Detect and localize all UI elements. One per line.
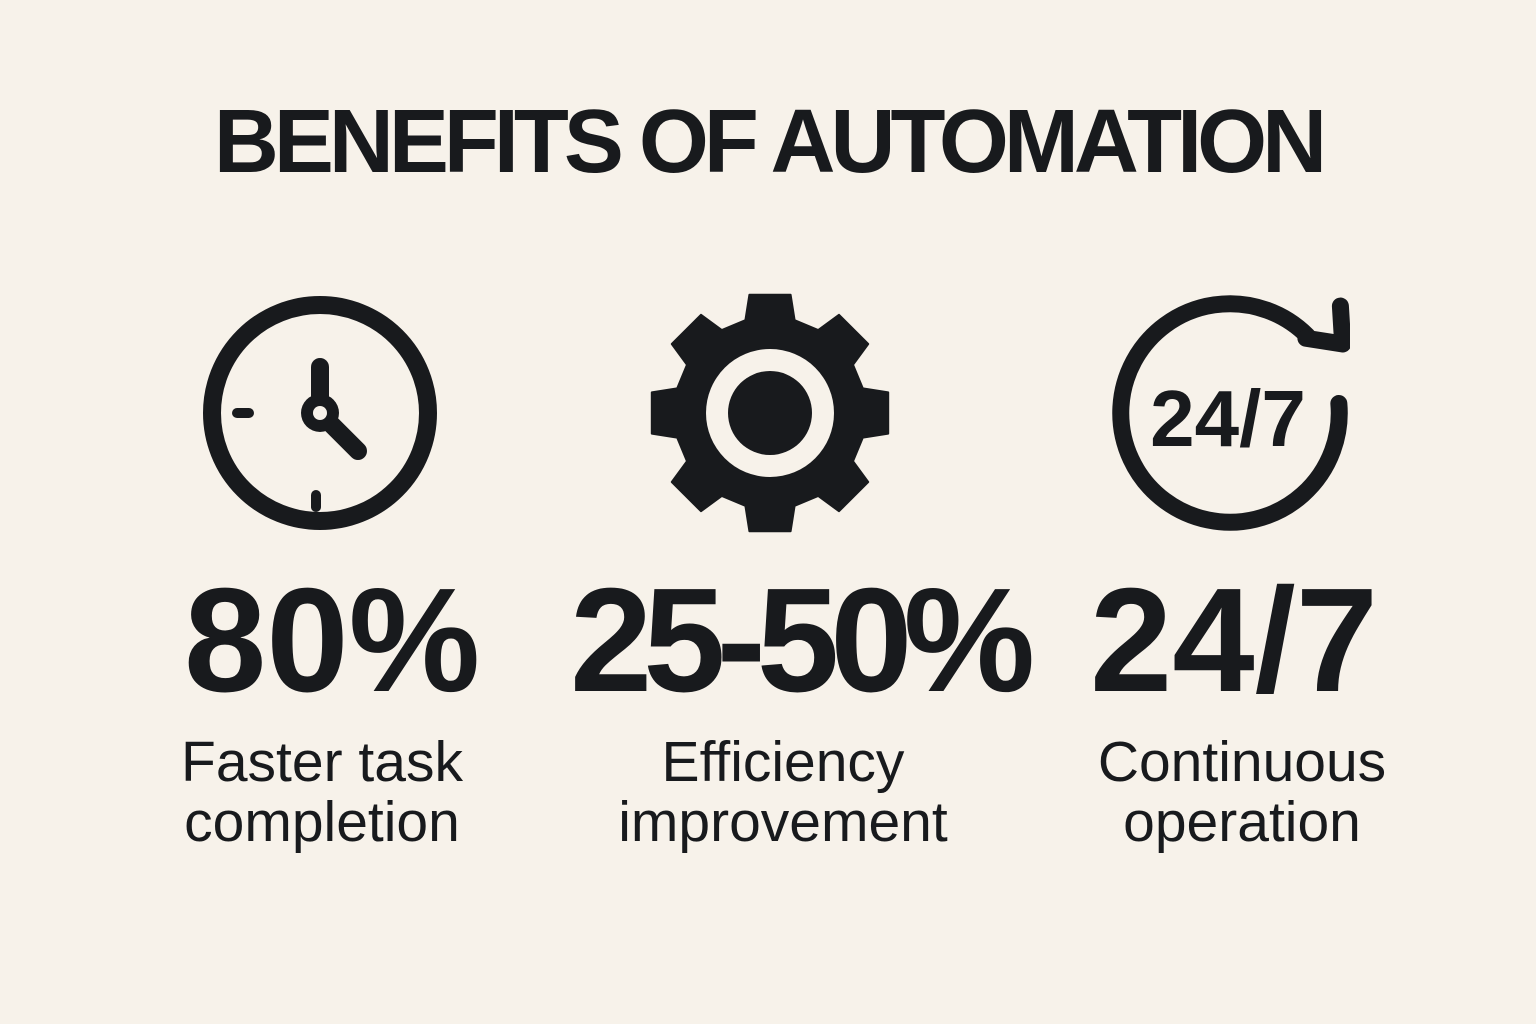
svg-text:24/7: 24/7	[1150, 374, 1306, 463]
